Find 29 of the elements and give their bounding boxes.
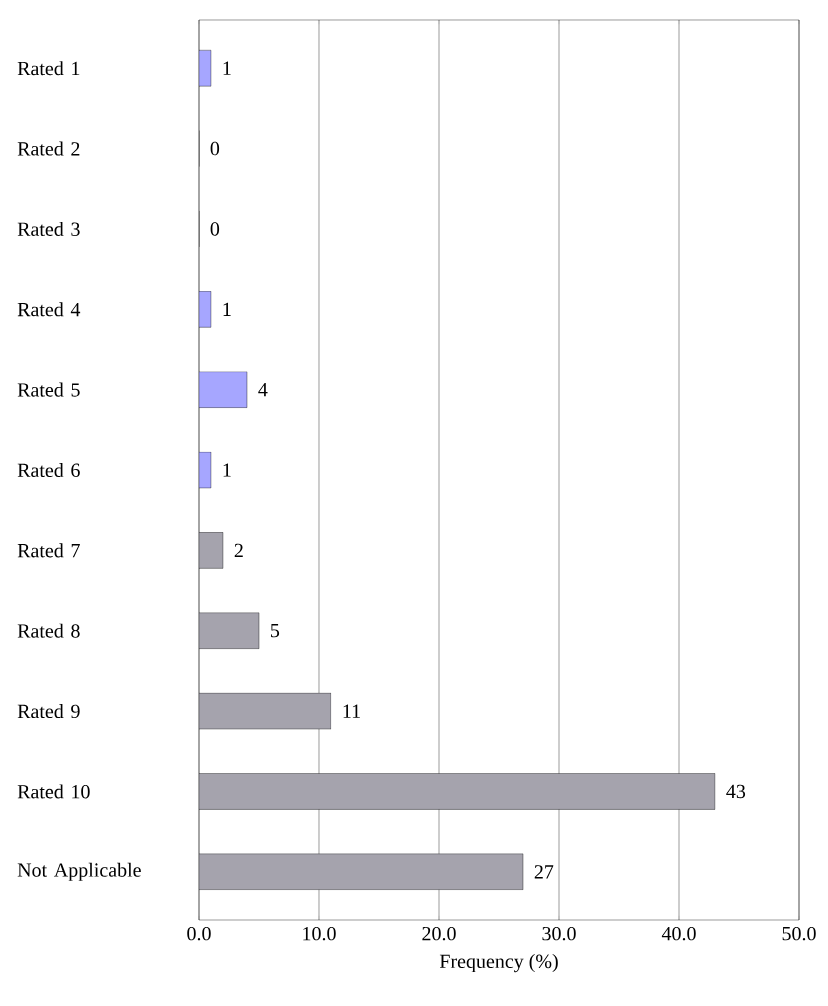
data-label: 1	[223, 61, 231, 75]
y-tick-label: Rated 9	[17, 704, 80, 719]
y-tick-label: Not Applicable	[17, 862, 141, 881]
y-tick-label: Rated 10	[17, 784, 90, 799]
y-tick-label: Rated 6	[17, 462, 80, 478]
data-label: 1	[223, 302, 231, 316]
data-label: 0	[210, 222, 220, 236]
data-label: 43	[726, 784, 746, 799]
y-tick-label: Rated 3	[17, 221, 80, 236]
x-tick-label: 10.0	[303, 926, 336, 941]
data-label: 2	[234, 543, 243, 557]
data-label: 27	[534, 865, 554, 879]
x-tick-label: 40.0	[661, 926, 696, 941]
x-tick-label: 30.0	[542, 926, 576, 941]
data-label: 1	[223, 463, 231, 477]
y-tick-label: Rated 1	[17, 61, 80, 76]
data-label: 5	[271, 624, 280, 638]
y-tick-label: Rated 2	[17, 141, 80, 156]
x-tick-label: 50.0	[782, 926, 816, 941]
y-tick-label: Rated 4	[17, 302, 81, 317]
x-tick-label: 0.0	[187, 926, 211, 941]
data-label: 0	[210, 141, 220, 156]
y-tick-label: Rated 8	[17, 623, 80, 638]
data-label: 11	[343, 704, 360, 718]
x-tick-label: 20.0	[422, 926, 456, 941]
y-tick-label: Rated 5	[17, 382, 80, 397]
x-axis-title: Frequency (%)	[439, 953, 558, 973]
y-tick-label: Rated 7	[17, 543, 80, 558]
data-label: 4	[258, 383, 268, 397]
